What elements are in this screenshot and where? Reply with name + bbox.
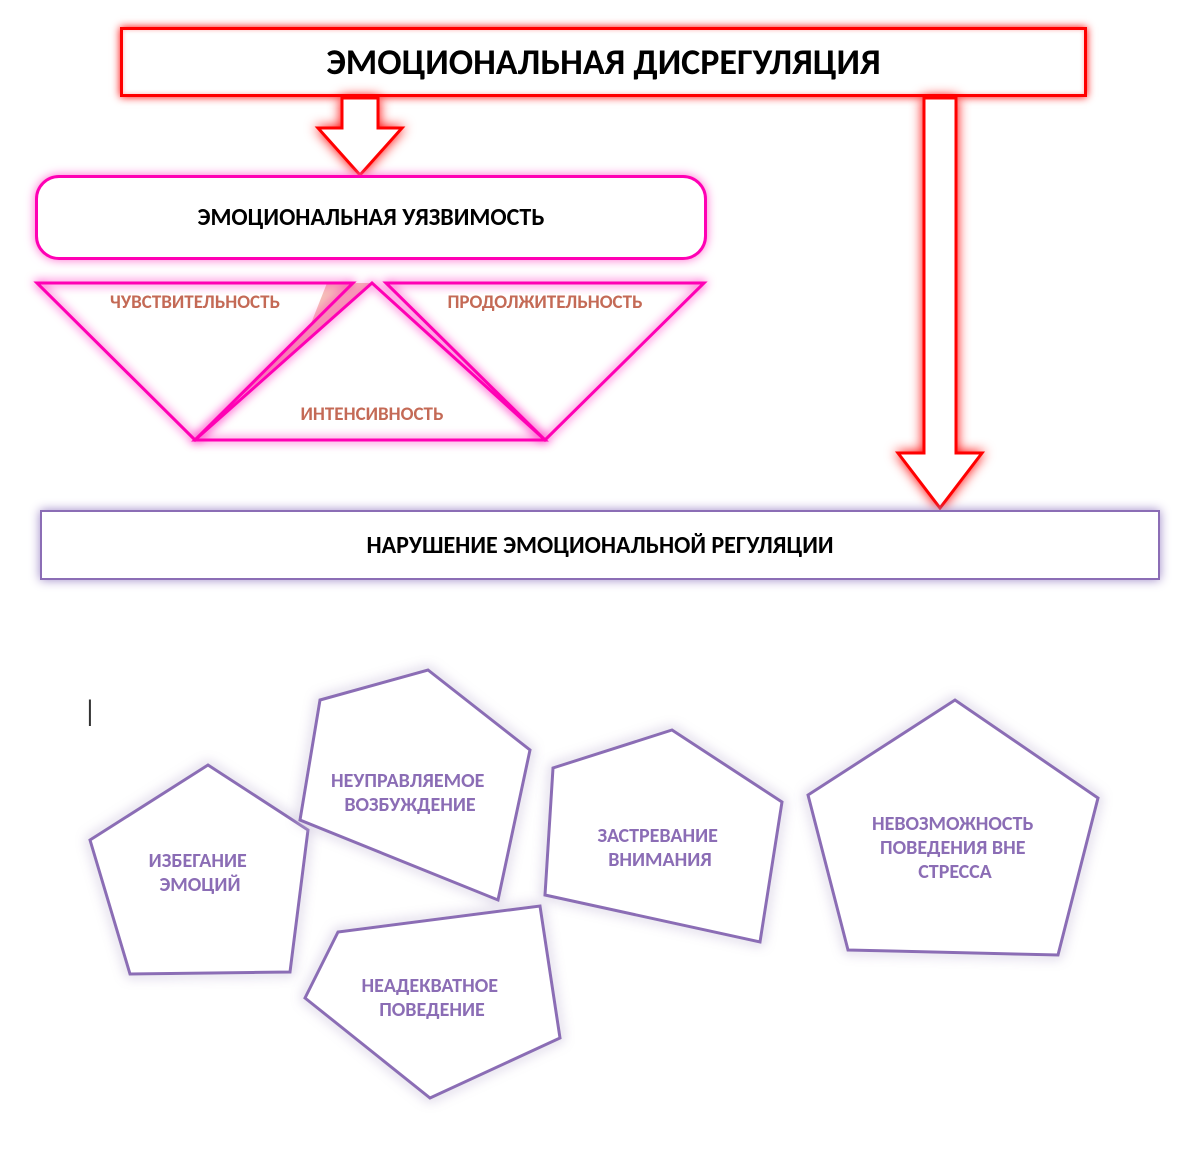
pentagon-avoidance-label: ИЗБЕГАНИЕ ЭМОЦИЙ <box>149 849 252 897</box>
pentagons-group: ИЗБЕГАНИЕ ЭМОЦИЙ НЕУПРАВЛЯЕМОЕ ВОЗБУЖДЕН… <box>0 0 1200 1151</box>
diagram-canvas: ЭМОЦИОНАЛЬНАЯ ДИСРЕГУЛЯЦИЯ ЭМОЦИОНАЛЬНАЯ… <box>0 0 1200 1151</box>
pentagon-arousal-label: НЕУПРАВЛЯЕМОЕ ВОЗБУЖДЕНИЕ <box>331 769 489 817</box>
pentagon-inadequate-label: НЕАДЕКВАТНОЕ ПОВЕДЕНИЕ <box>361 974 502 1022</box>
pentagon-attention-label: ЗАСТРЕВАНИЕ ВНИМАНИЯ <box>598 824 723 872</box>
